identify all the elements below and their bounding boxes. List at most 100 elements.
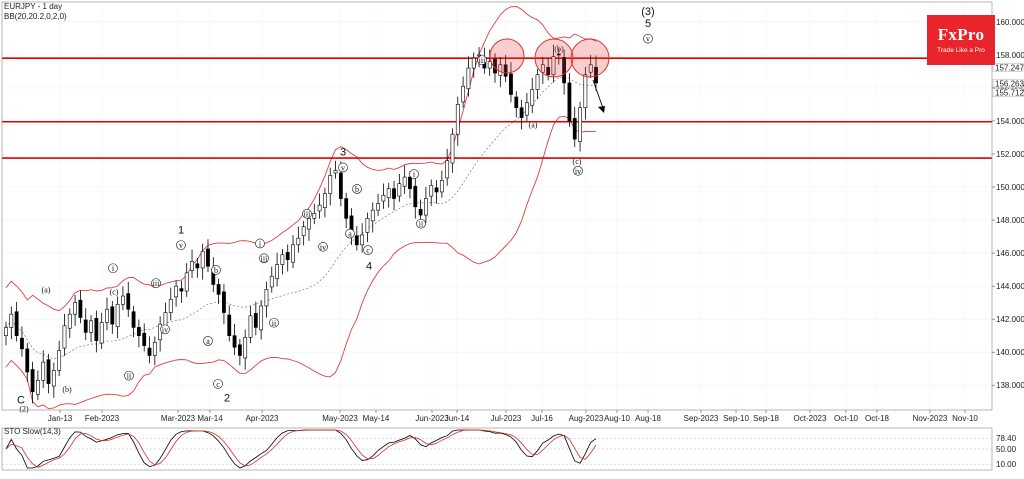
wave-label: i (259, 239, 262, 248)
price-tag-box (992, 79, 1024, 88)
candle-body (397, 183, 402, 197)
wave-label-circle (255, 238, 265, 249)
date-tick-label: May-14 (363, 414, 390, 423)
candle-body (232, 335, 237, 348)
candle-body (487, 61, 492, 69)
highlight-circle (489, 38, 525, 74)
indicator-label: BB(20,20.2,0,2,0) (4, 12, 67, 21)
date-tick-label: Oct-2023 (794, 414, 827, 423)
price-tick-label: 142.000 (996, 315, 1024, 324)
wave-label: i (112, 264, 115, 273)
date-tick-label: Aug-18 (635, 414, 661, 423)
candle-body (392, 188, 396, 199)
wave-label-circle (416, 218, 426, 229)
fxpro-logo: FxPro Trade Like a Pro (927, 15, 995, 65)
logo-brand: FxPro (937, 25, 985, 44)
date-tick-label: Jun-14 (445, 414, 470, 423)
wave-label-circle (203, 336, 213, 346)
wave-label: 3 (340, 147, 346, 159)
wave-label-circle (352, 184, 362, 194)
candle-body (264, 289, 269, 307)
middle-band (5, 76, 597, 359)
candle-body (280, 254, 285, 265)
upper-band (5, 6, 597, 312)
wave-label-circle (108, 263, 118, 274)
wave-label: a (348, 230, 352, 239)
candle-body (25, 348, 30, 373)
price-tick-label: 150.000 (996, 183, 1024, 192)
date-tick-label: Feb-2023 (85, 414, 120, 423)
wave-label: iii (479, 56, 486, 65)
candle-body (35, 379, 40, 395)
candle-body (307, 218, 311, 230)
date-tick-label: Mar-14 (197, 414, 223, 423)
wave-label-circle (176, 240, 186, 250)
stochastic-tick-label: 50.00 (996, 445, 1017, 454)
candle-body (498, 64, 503, 76)
date-tick-label: Oct-10 (834, 414, 859, 423)
date-tick-label: Mar-2023 (161, 414, 196, 423)
date-tick-label: Nov-2023 (913, 414, 948, 423)
candle-body (147, 347, 152, 356)
candle-body (184, 272, 189, 292)
bollinger-bands (5, 6, 597, 410)
price-tick-label: 160.000 (996, 18, 1024, 27)
chart-title: EURJPY - 1 day (4, 2, 62, 11)
price-tick-label: 148.000 (996, 216, 1024, 225)
wave-labels: C(2)(a)(b)i(c)iiiiiiv1vabc2iiiiiiiiiiv3v… (17, 6, 655, 413)
wave-label: (a) (529, 121, 538, 130)
price-tick-label: 152.000 (996, 150, 1024, 159)
wave-label-circle (211, 265, 221, 275)
date-tick-label: Apr-2023 (246, 414, 279, 423)
date-tick-label: Aug-10 (604, 414, 630, 423)
candle-body (285, 251, 290, 260)
date-tick-label: May-2023 (322, 414, 358, 423)
wave-label-circle (643, 33, 653, 44)
candle-body (152, 341, 157, 356)
candle-body (578, 107, 582, 142)
candle-body (583, 74, 588, 109)
resistance-levels (2, 57, 992, 159)
candle-body (115, 303, 120, 327)
grid (2, 2, 992, 410)
wave-label: i (413, 170, 416, 179)
candle-body (51, 370, 56, 387)
candle-body (57, 350, 62, 371)
date-tick-label: Sep-18 (753, 414, 779, 423)
candle-body (296, 237, 301, 246)
candle-body (424, 198, 428, 216)
wave-label-circle (345, 228, 355, 239)
price-tick-label: 154.000 (996, 117, 1024, 126)
candle-body (323, 193, 327, 208)
candle-body (408, 176, 412, 189)
candle-body (360, 234, 365, 246)
wave-label: v (646, 35, 650, 44)
date-tick-label: Sep-2023 (684, 414, 719, 423)
wave-label: iv (320, 243, 326, 252)
stochastic-tick-label: 78.40 (996, 434, 1017, 443)
candle-body (386, 188, 391, 199)
wave-label-circle (302, 208, 312, 219)
wave-label-circle (409, 169, 419, 179)
date-tick-label: Sep-10 (723, 414, 749, 423)
date-tick-label: Jul-2023 (491, 414, 522, 423)
candle-body (195, 263, 200, 269)
wave-label-circle (573, 165, 583, 176)
wave-label: 1 (178, 224, 184, 236)
candle-body (455, 104, 460, 135)
date-tick-label: Aug-2023 (569, 414, 604, 423)
candle-body (174, 285, 178, 298)
projection-arrow-shaft (592, 79, 605, 112)
stochastic-tick-label: 10.00 (996, 460, 1017, 469)
date-tick-label: Jul-16 (531, 414, 553, 423)
candle-body (237, 344, 242, 356)
candle-body (450, 133, 455, 164)
candle-body (168, 299, 173, 313)
wave-label: ii (419, 220, 424, 229)
candle-body (376, 203, 380, 211)
candle-body (105, 308, 109, 323)
candle-body (253, 313, 258, 328)
wave-label: 2 (224, 393, 230, 405)
wave-label-circle (363, 245, 373, 255)
